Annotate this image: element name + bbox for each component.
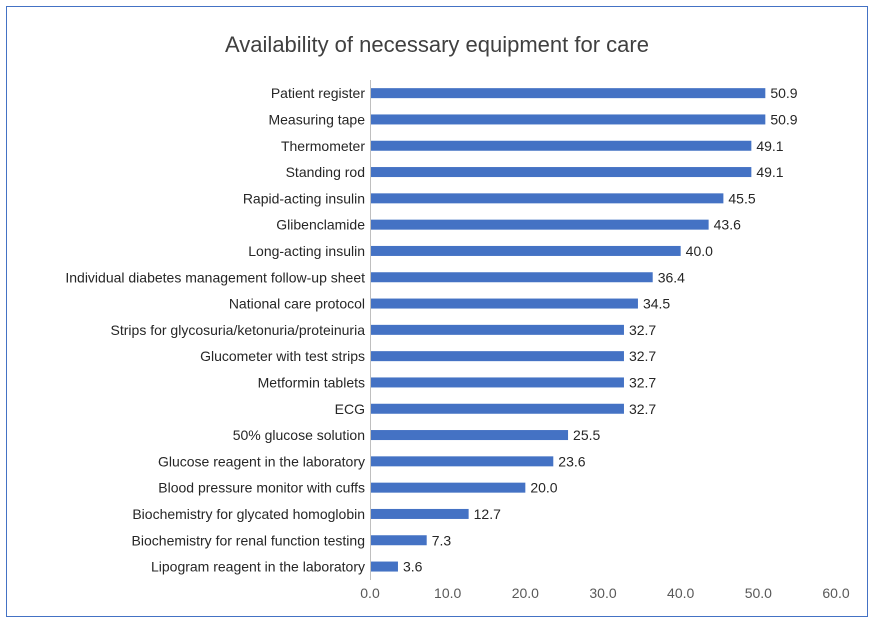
data-label: 50.9 <box>770 85 797 101</box>
x-tick-label: 60.0 <box>822 585 849 601</box>
data-label: 43.6 <box>714 217 741 233</box>
x-tick-label: 40.0 <box>667 585 694 601</box>
category-label: Glucometer with test strips <box>200 348 365 364</box>
bar <box>371 298 638 309</box>
category-label: Standing rod <box>286 164 365 180</box>
bars-group: Patient register 50.9 Measuring tape 50.9 Th… <box>65 85 797 574</box>
bar <box>371 245 681 256</box>
category-label: National care protocol <box>229 296 365 312</box>
data-label: 49.1 <box>756 138 783 154</box>
category-label: Glucose reagent in the laboratory <box>158 453 365 469</box>
category-label: Biochemistry for renal function testing <box>132 532 365 548</box>
bar <box>371 324 624 335</box>
category-label: Measuring tape <box>268 111 365 127</box>
x-tick-label: 30.0 <box>589 585 616 601</box>
category-label: Patient register <box>271 85 365 101</box>
bar <box>371 482 526 493</box>
bar <box>371 167 752 178</box>
category-label: Biochemistry for glycated homoglobin <box>132 506 365 522</box>
data-label: 32.7 <box>629 401 656 417</box>
data-label: 12.7 <box>474 506 501 522</box>
category-label: Lipogram reagent in the laboratory <box>151 559 365 575</box>
category-label: Metformin tablets <box>258 374 365 390</box>
category-label: ECG <box>335 401 365 417</box>
data-label: 32.7 <box>629 374 656 390</box>
bar <box>371 561 398 572</box>
x-tick-label: 10.0 <box>434 585 461 601</box>
category-label: Glibenclamide <box>276 217 365 233</box>
x-tick-label: 50.0 <box>745 585 772 601</box>
x-tick-label: 20.0 <box>512 585 539 601</box>
data-label: 20.0 <box>530 480 557 496</box>
data-label: 40.0 <box>686 243 713 259</box>
bar <box>371 535 427 546</box>
bar <box>371 272 653 283</box>
data-label: 36.4 <box>658 269 685 285</box>
category-label: Strips for glycosuria/ketonuria/proteinu… <box>111 322 366 338</box>
category-label: Individual diabetes management follow-up… <box>65 269 365 285</box>
bar <box>371 377 624 388</box>
category-label: 50% glucose solution <box>233 427 365 443</box>
bar <box>371 430 569 441</box>
bar <box>371 114 766 125</box>
data-label: 45.5 <box>728 190 755 206</box>
data-label: 49.1 <box>756 164 783 180</box>
bar <box>371 88 766 99</box>
bar <box>371 508 469 519</box>
data-label: 23.6 <box>558 453 585 469</box>
chart-title: Availability of necessary equipment for … <box>225 32 649 57</box>
bar <box>371 403 624 414</box>
category-label: Rapid-acting insulin <box>243 190 365 206</box>
data-label: 32.7 <box>629 322 656 338</box>
data-label: 25.5 <box>573 427 600 443</box>
bar <box>371 219 709 230</box>
data-label: 50.9 <box>770 111 797 127</box>
bar <box>371 193 724 204</box>
data-label: 32.7 <box>629 348 656 364</box>
data-label: 7.3 <box>432 532 452 548</box>
bar <box>371 456 554 467</box>
category-label: Thermometer <box>281 138 365 154</box>
bar <box>371 351 624 362</box>
data-label: 3.6 <box>403 559 423 575</box>
data-label: 34.5 <box>643 296 670 312</box>
bar <box>371 140 752 151</box>
x-tick-label: 0.0 <box>360 585 380 601</box>
category-label: Long-acting insulin <box>248 243 365 259</box>
x-axis-ticks: 0.0 10.0 20.0 30.0 40.0 50.0 60.0 <box>360 585 850 601</box>
category-label: Blood pressure monitor with cuffs <box>158 480 365 496</box>
